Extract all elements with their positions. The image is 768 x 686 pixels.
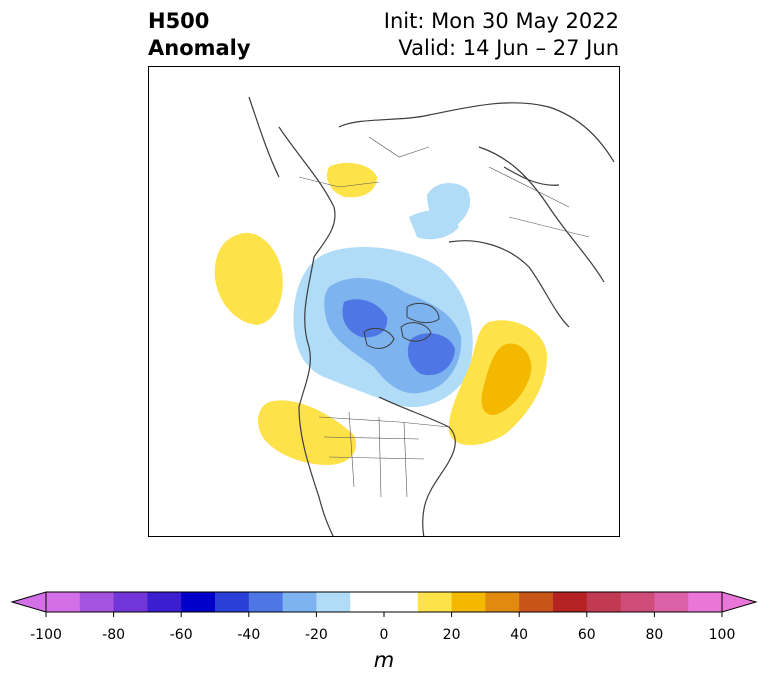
colorbar-segment: [113, 592, 148, 612]
colorbar-segment: [654, 592, 689, 612]
colorbar-segment: [586, 592, 622, 612]
anomaly-shading: [214, 162, 547, 465]
colorbar-segment: [147, 592, 182, 612]
colorbar-segment: [248, 592, 284, 612]
colorbar-ticks: [45, 612, 723, 617]
colorbar-segment: [215, 592, 250, 612]
colorbar-tick-label: 20: [442, 627, 461, 643]
colorbar-segment: [181, 592, 216, 612]
colorbar-segments: [46, 592, 723, 612]
colorbar-segment: [485, 592, 520, 612]
colorbar-tick-label: -40: [237, 627, 261, 643]
colorbar-segment: [688, 592, 723, 612]
negative-anomaly-core-west: [342, 299, 388, 338]
positive-anomaly-siberia: [326, 162, 377, 198]
colorbar-segment: [553, 592, 588, 612]
colorbar-segment: [350, 592, 385, 612]
init-date-label: Init: Mon 30 May 2022: [383, 9, 619, 33]
negative-anomaly-core-east: [407, 333, 455, 376]
positive-anomaly-west-us: [257, 400, 356, 465]
positive-anomaly-pacific: [214, 232, 283, 325]
colorbar-tick-label: -60: [169, 627, 193, 643]
title-line-variable: H500: [148, 9, 210, 33]
colorbar-tick-label: -20: [304, 627, 328, 643]
colorbar-segment: [282, 592, 317, 612]
colorbar-tick-label: -100: [30, 627, 62, 643]
colorbar: [10, 591, 758, 617]
colorbar-extend-min: [10, 591, 47, 613]
colorbar-segment: [417, 592, 453, 612]
anomaly-map: [214, 96, 615, 536]
arctic-islands: [363, 303, 440, 349]
colorbar-segment: [79, 592, 115, 612]
colorbar-unit-label: m: [373, 648, 395, 672]
colorbar-tick-label: 60: [577, 627, 596, 643]
political-borders: [298, 136, 590, 498]
colorbar-tick-label: 40: [510, 627, 529, 643]
colorbar-segment: [519, 592, 554, 612]
colorbar-segment: [316, 592, 351, 612]
positive-anomaly-atlantic-core: [481, 343, 532, 415]
colorbar-segment: [46, 592, 81, 612]
title-line-anomaly: Anomaly: [148, 36, 251, 60]
colorbar-segment: [620, 592, 655, 612]
colorbar-tick-label: 100: [708, 627, 736, 643]
colorbar-tick-label: 0: [379, 627, 389, 643]
colorbar-extend-max: [721, 591, 758, 613]
negative-anomaly-scandinavia: [427, 183, 471, 228]
coastlines: [248, 96, 615, 536]
map-panel: [148, 66, 620, 537]
valid-range-label: Valid: 14 Jun – 27 Jun: [398, 36, 619, 60]
map-subtitle: Init: Mon 30 May 2022 Valid: 14 Jun – 27…: [384, 8, 619, 62]
map-title: H500 Anomaly: [148, 8, 251, 62]
colorbar-tick-label: -80: [102, 627, 126, 643]
colorbar-segment: [384, 592, 419, 612]
colorbar-tick-label: 80: [645, 627, 664, 643]
colorbar-segment: [451, 592, 486, 612]
